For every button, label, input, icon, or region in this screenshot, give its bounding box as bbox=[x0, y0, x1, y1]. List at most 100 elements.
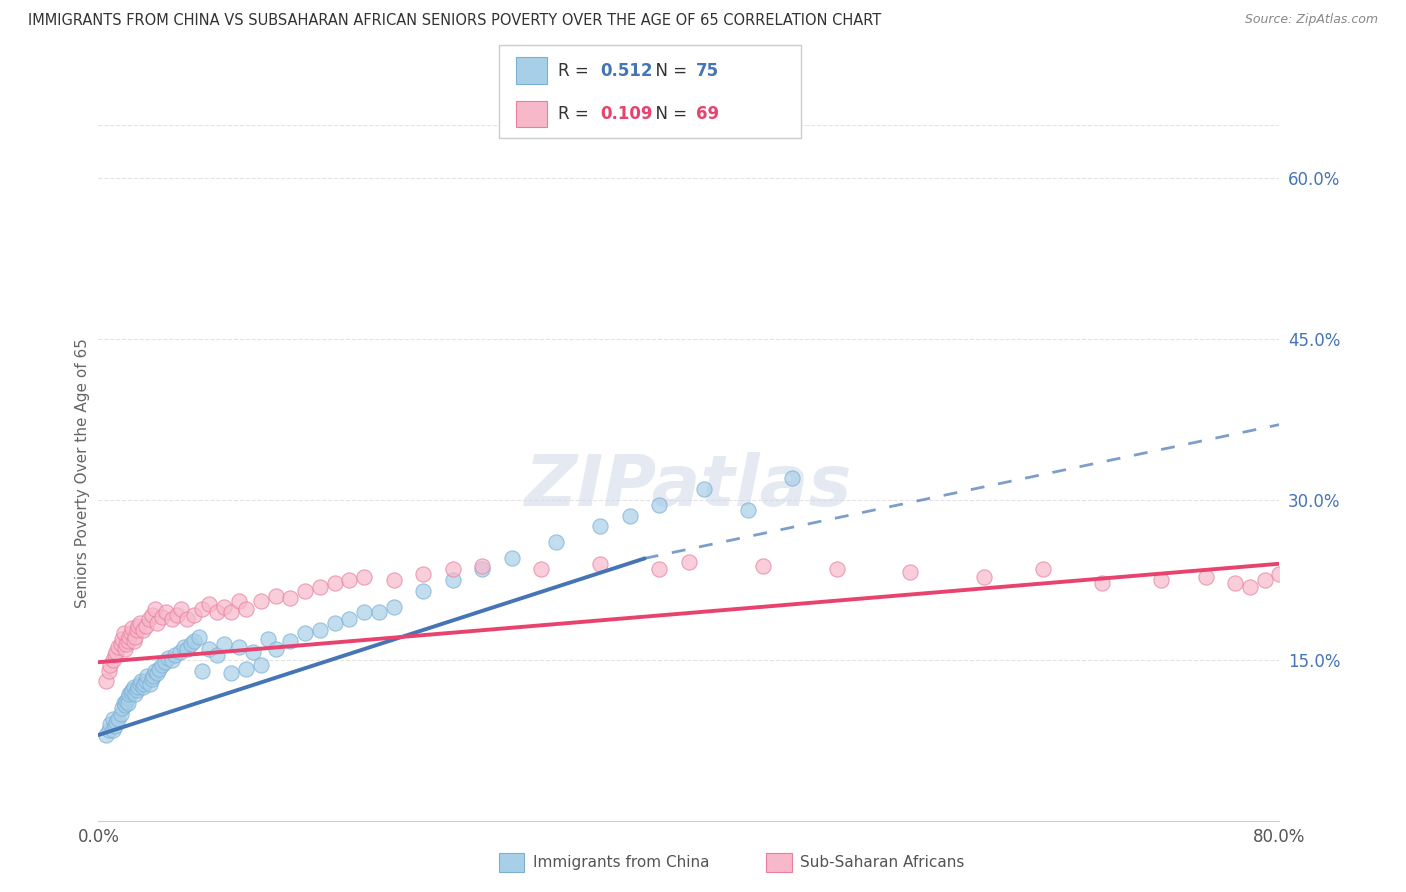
Point bbox=[120, 685, 142, 699]
Point bbox=[441, 562, 464, 576]
Point bbox=[900, 566, 922, 580]
Point bbox=[176, 642, 198, 657]
Point bbox=[751, 558, 773, 573]
Point bbox=[278, 591, 302, 605]
Point bbox=[205, 648, 228, 662]
Point bbox=[219, 605, 242, 619]
Point bbox=[127, 619, 149, 633]
Point bbox=[141, 673, 163, 687]
Point bbox=[162, 612, 183, 626]
Text: Source: ZipAtlas.com: Source: ZipAtlas.com bbox=[1244, 13, 1378, 27]
Point bbox=[94, 728, 117, 742]
Point bbox=[412, 583, 434, 598]
Point bbox=[104, 648, 127, 662]
Text: R =: R = bbox=[558, 105, 595, 123]
Point bbox=[294, 583, 316, 598]
Point bbox=[323, 576, 346, 591]
Point bbox=[198, 598, 221, 612]
Point bbox=[120, 626, 142, 640]
Point bbox=[166, 608, 188, 623]
Point bbox=[98, 717, 121, 731]
Point bbox=[156, 651, 179, 665]
Point bbox=[250, 658, 273, 673]
Point bbox=[111, 632, 134, 646]
Point bbox=[212, 637, 235, 651]
Point bbox=[546, 535, 568, 549]
Point bbox=[589, 557, 612, 571]
Point bbox=[117, 690, 139, 705]
Point bbox=[105, 715, 128, 730]
Point bbox=[94, 674, 117, 689]
Point bbox=[648, 498, 671, 512]
Point bbox=[471, 562, 494, 576]
Point bbox=[205, 605, 228, 619]
Text: 0.512: 0.512 bbox=[600, 62, 652, 79]
Point bbox=[150, 610, 173, 624]
Point bbox=[138, 612, 160, 626]
Point bbox=[107, 712, 129, 726]
Point bbox=[693, 482, 716, 496]
Point bbox=[105, 644, 128, 658]
Point bbox=[129, 674, 152, 689]
Point bbox=[141, 608, 163, 623]
Point bbox=[176, 612, 198, 626]
Point bbox=[180, 637, 202, 651]
Point bbox=[589, 519, 612, 533]
Text: 0.109: 0.109 bbox=[600, 105, 652, 123]
Point bbox=[104, 719, 127, 733]
Point bbox=[110, 637, 132, 651]
Point bbox=[122, 633, 145, 648]
Text: R =: R = bbox=[558, 62, 595, 79]
Point bbox=[125, 623, 148, 637]
Point bbox=[228, 640, 250, 655]
Point bbox=[117, 633, 139, 648]
Text: Sub-Saharan Africans: Sub-Saharan Africans bbox=[800, 855, 965, 870]
Point bbox=[155, 605, 177, 619]
Point bbox=[353, 605, 375, 619]
Point bbox=[183, 608, 205, 623]
Point bbox=[973, 569, 995, 583]
Point bbox=[110, 706, 132, 721]
Point bbox=[1223, 576, 1246, 591]
Point bbox=[219, 665, 242, 680]
Point bbox=[191, 664, 214, 678]
Point bbox=[242, 644, 264, 658]
Point bbox=[339, 612, 360, 626]
Text: 69: 69 bbox=[696, 105, 718, 123]
Text: IMMIGRANTS FROM CHINA VS SUBSAHARAN AFRICAN SENIORS POVERTY OVER THE AGE OF 65 C: IMMIGRANTS FROM CHINA VS SUBSAHARAN AFRI… bbox=[28, 13, 882, 29]
Point bbox=[128, 615, 150, 630]
Text: ZIPatlas: ZIPatlas bbox=[526, 452, 852, 521]
Point bbox=[501, 551, 523, 566]
Point bbox=[530, 562, 553, 576]
Point bbox=[782, 471, 804, 485]
Point bbox=[257, 632, 280, 646]
Point bbox=[143, 664, 166, 678]
Point bbox=[153, 655, 176, 669]
Point bbox=[339, 573, 360, 587]
Point bbox=[1268, 567, 1291, 582]
Point bbox=[143, 601, 166, 615]
Point bbox=[441, 573, 464, 587]
Point bbox=[115, 637, 138, 651]
Point bbox=[139, 676, 162, 690]
Point bbox=[353, 569, 375, 583]
Point bbox=[114, 642, 136, 657]
Point bbox=[103, 653, 125, 667]
Point bbox=[146, 615, 169, 630]
Point bbox=[128, 676, 150, 690]
Text: 75: 75 bbox=[696, 62, 718, 79]
Point bbox=[117, 696, 139, 710]
Point bbox=[146, 665, 169, 680]
Point bbox=[368, 605, 391, 619]
Point bbox=[97, 664, 120, 678]
Y-axis label: Seniors Poverty Over the Age of 65: Seniors Poverty Over the Age of 65 bbox=[75, 338, 90, 607]
Point bbox=[309, 580, 332, 594]
Point bbox=[124, 630, 146, 644]
Point bbox=[132, 680, 155, 694]
Point bbox=[169, 644, 191, 658]
Point bbox=[132, 623, 155, 637]
Point bbox=[121, 621, 143, 635]
Point bbox=[264, 642, 287, 657]
Point bbox=[278, 633, 302, 648]
Point bbox=[1239, 580, 1261, 594]
